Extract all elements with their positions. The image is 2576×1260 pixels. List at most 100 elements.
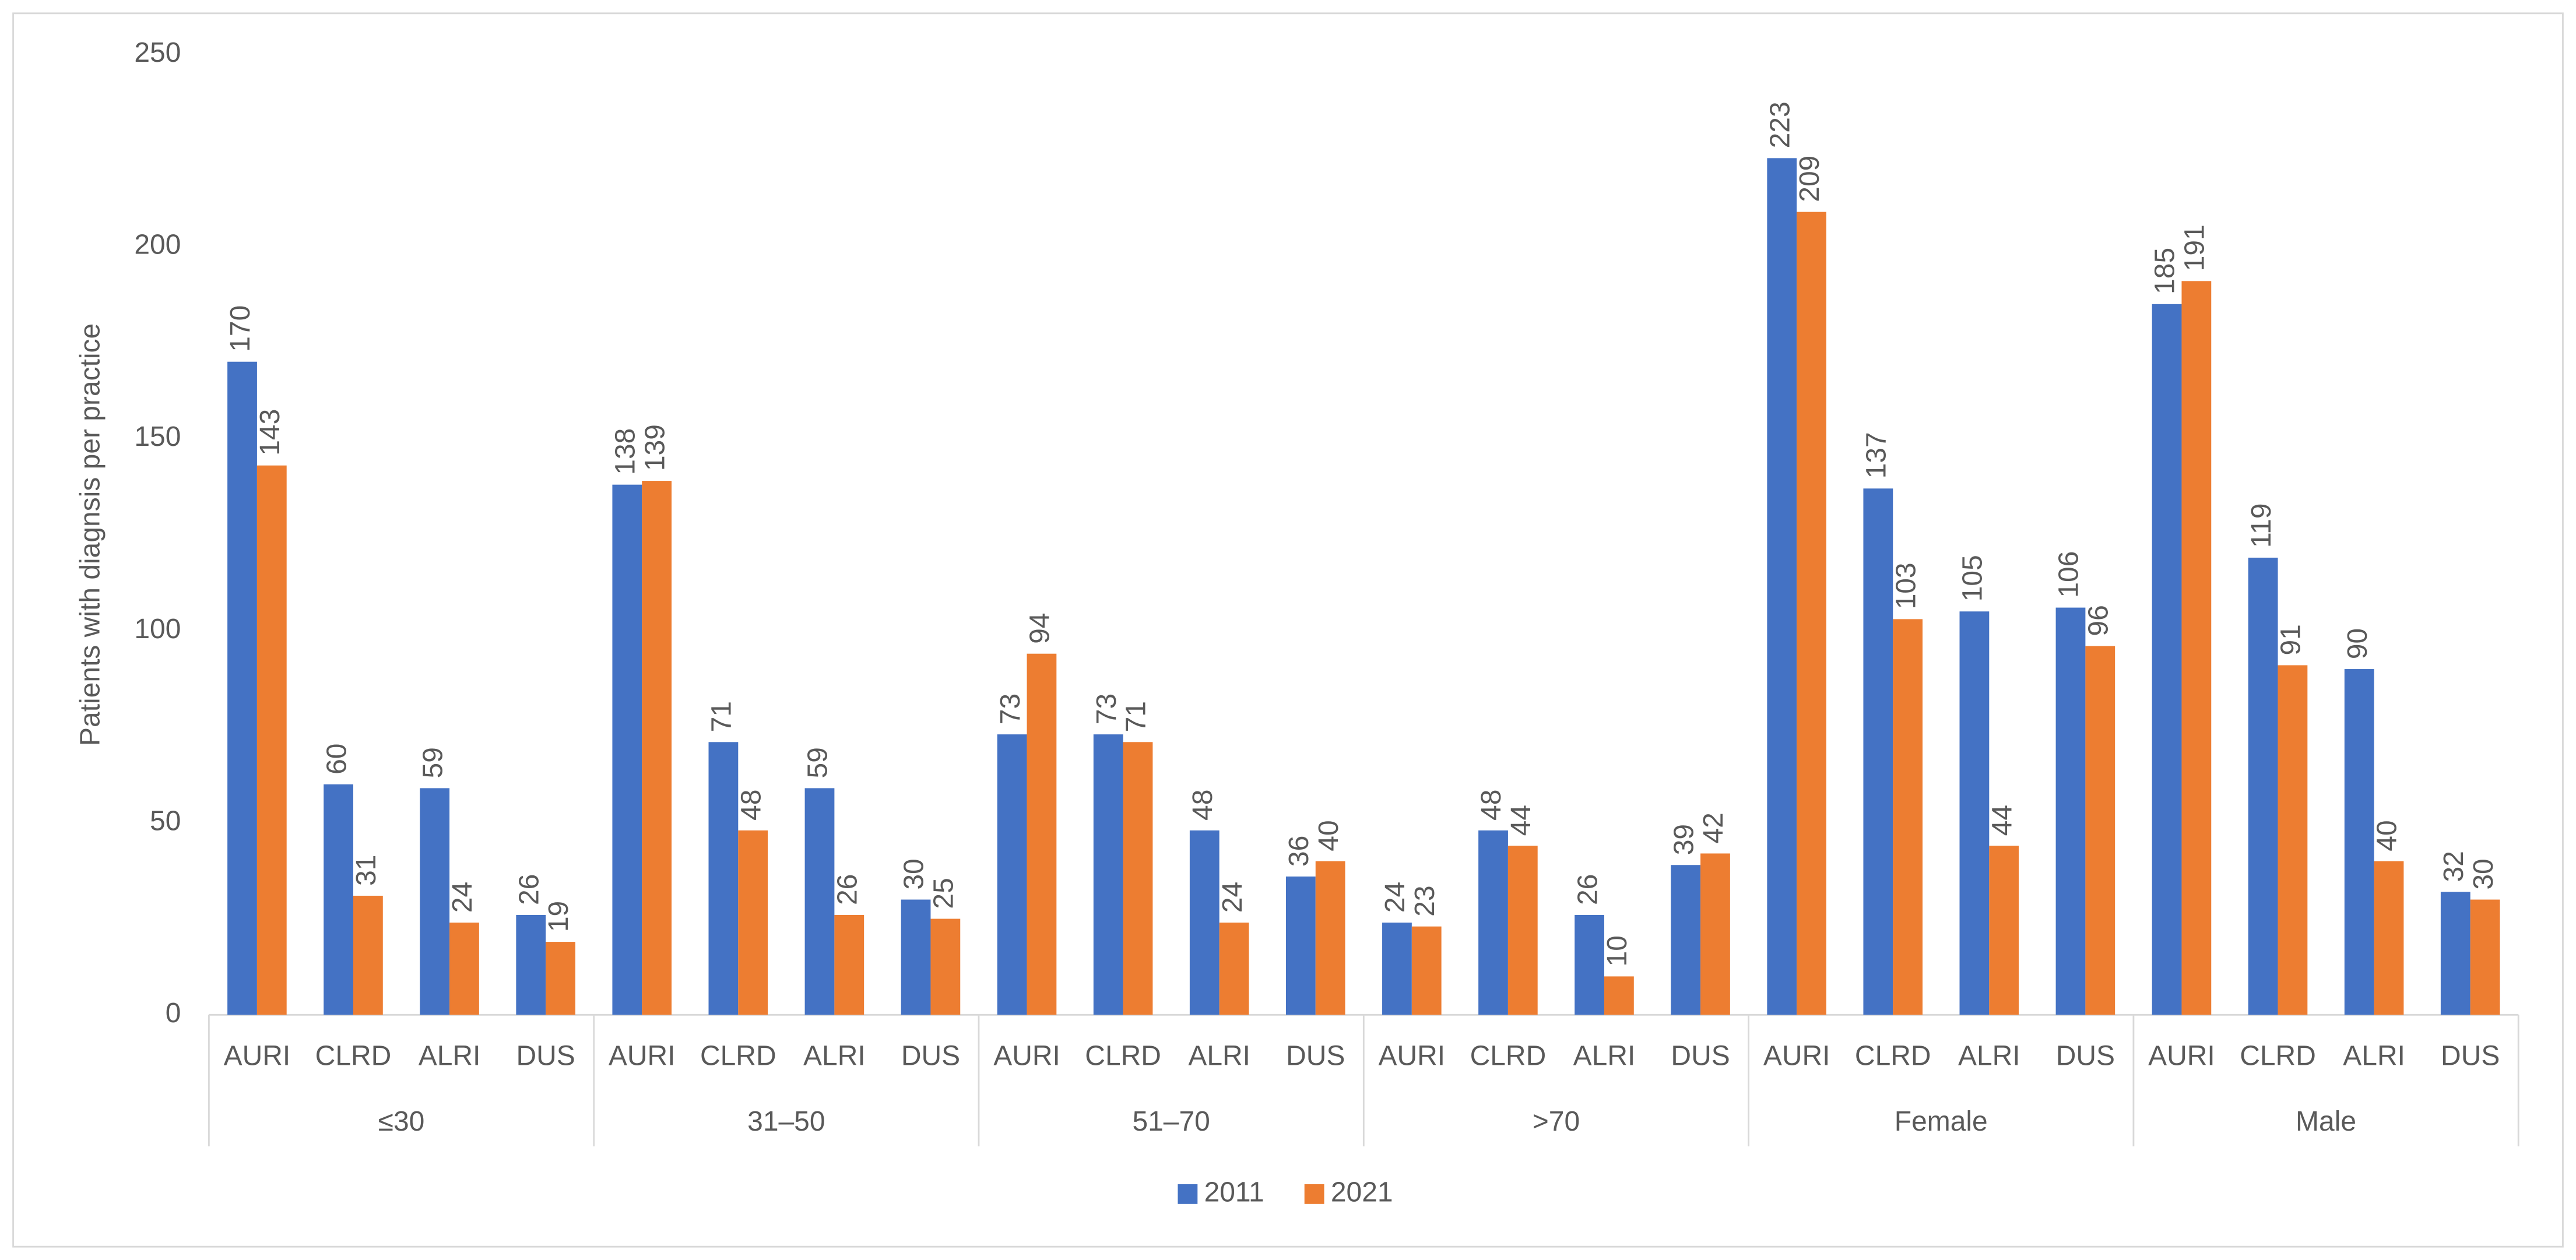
value-label: 71	[707, 701, 737, 732]
value-label: 209	[1794, 156, 1825, 202]
x-tick-label: DUS	[2441, 1040, 2500, 1071]
bar	[1027, 653, 1057, 1015]
legend-label: 2021	[1331, 1177, 1393, 1208]
bar	[1382, 923, 1412, 1015]
value-label: 32	[2438, 851, 2469, 882]
value-label: 143	[255, 409, 286, 456]
value-label: 94	[1025, 613, 1056, 643]
bar	[1285, 877, 1316, 1015]
bar	[1189, 830, 1220, 1015]
x-tick-label: ALRI	[1188, 1040, 1250, 1071]
bar	[2344, 669, 2374, 1015]
bar	[1671, 865, 1701, 1015]
x-tick-label: AURI	[1763, 1040, 1830, 1071]
bar	[1575, 914, 1604, 1015]
bar	[1893, 619, 1923, 1015]
bar	[353, 895, 383, 1015]
x-tick-label: DUS	[2056, 1040, 2115, 1071]
value-label: 31	[351, 855, 382, 886]
y-tick-label: 200	[134, 230, 181, 261]
x-tick-label: DUS	[1286, 1040, 1345, 1071]
bar	[1411, 926, 1442, 1015]
value-label: 24	[1380, 882, 1411, 913]
value-label: 103	[1890, 562, 1921, 609]
value-label: 60	[321, 744, 352, 775]
value-label: 44	[1987, 805, 2018, 836]
bar	[930, 918, 961, 1015]
bar	[2278, 665, 2308, 1015]
group-label: ≤30	[378, 1106, 425, 1137]
bar	[1093, 734, 1123, 1015]
value-label: 139	[639, 424, 670, 471]
value-label: 96	[2083, 605, 2114, 636]
bar	[1123, 742, 1153, 1015]
value-label: 71	[1121, 701, 1152, 732]
group-label: 31–50	[747, 1106, 825, 1137]
x-tick-label: ALRI	[2343, 1040, 2405, 1071]
value-label: 23	[1410, 885, 1440, 916]
x-tick-label: CLRD	[1855, 1040, 1931, 1071]
value-label: 73	[1091, 694, 1122, 724]
x-tick-label: DUS	[901, 1040, 960, 1071]
bar	[227, 361, 257, 1015]
value-label: 48	[1476, 790, 1507, 821]
value-label: 223	[1765, 101, 1795, 148]
x-tick-label: ALRI	[419, 1040, 481, 1071]
bar	[2248, 557, 2278, 1015]
bar	[901, 899, 931, 1015]
bar	[997, 734, 1027, 1015]
bar	[1700, 853, 1730, 1015]
bar	[1219, 923, 1249, 1015]
value-label: 24	[1217, 882, 1248, 913]
bar	[2181, 281, 2212, 1015]
value-label: 26	[1572, 874, 1603, 905]
bar	[449, 923, 479, 1015]
legend-swatch	[1178, 1184, 1198, 1204]
bar	[324, 784, 353, 1015]
x-tick-label: ALRI	[803, 1040, 866, 1071]
x-tick-label: AURI	[609, 1040, 676, 1071]
y-tick-label: 100	[134, 614, 181, 645]
bar	[420, 788, 450, 1015]
bar	[642, 481, 672, 1015]
group-label: Female	[1895, 1106, 1988, 1137]
legend-swatch	[1304, 1184, 1324, 1204]
bar	[1604, 976, 1634, 1015]
bar	[1767, 158, 1797, 1015]
value-label: 30	[2468, 858, 2499, 889]
value-label: 30	[899, 858, 930, 889]
value-label: 24	[447, 882, 478, 913]
value-label: 48	[1187, 790, 1218, 821]
bar	[1959, 611, 1990, 1015]
value-label: 25	[929, 878, 960, 909]
group-label: 51–70	[1132, 1106, 1210, 1137]
bar	[612, 484, 642, 1015]
x-tick-label: CLRD	[700, 1040, 776, 1071]
value-label: 191	[2180, 224, 2210, 271]
value-label: 59	[417, 747, 448, 778]
value-label: 185	[2150, 248, 2181, 294]
x-tick-label: ALRI	[1958, 1040, 2020, 1071]
value-label: 19	[543, 901, 574, 932]
y-tick-label: 0	[166, 998, 181, 1029]
bar	[1507, 846, 1538, 1015]
bar	[834, 914, 864, 1015]
value-label: 90	[2342, 628, 2373, 659]
value-label: 44	[1506, 805, 1537, 836]
value-label: 39	[1668, 824, 1699, 855]
value-label: 36	[1284, 836, 1315, 867]
bar	[1989, 846, 2019, 1015]
value-label: 137	[1861, 432, 1892, 478]
y-tick-label: 250	[134, 37, 181, 68]
value-label: 42	[1698, 812, 1729, 843]
bar	[2470, 899, 2500, 1015]
value-label: 119	[2246, 503, 2277, 547]
x-tick-label: DUS	[1671, 1040, 1730, 1071]
x-tick-label: AURI	[224, 1040, 291, 1071]
value-label: 59	[803, 747, 834, 778]
bar	[708, 742, 739, 1015]
group-label: Male	[2296, 1106, 2356, 1137]
x-tick-label: CLRD	[1085, 1040, 1161, 1071]
